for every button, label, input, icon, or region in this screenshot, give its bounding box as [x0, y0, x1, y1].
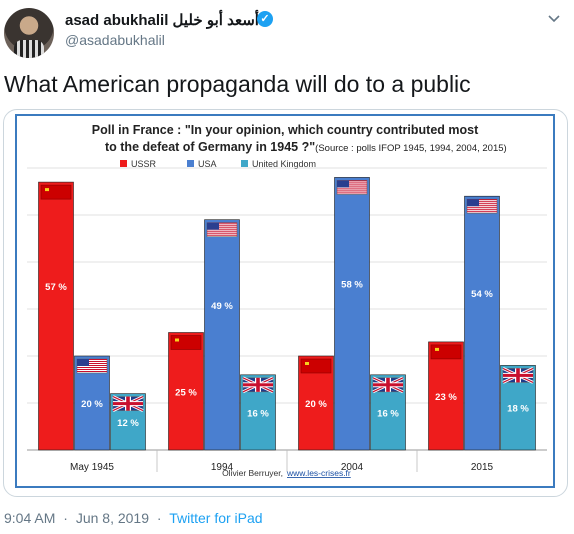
usa-flag-icon: [466, 198, 498, 214]
chart-credit-site: www.les-crises.fr: [286, 468, 351, 478]
legend-label-2: United Kingdom: [252, 159, 316, 169]
bar-value-label: 12 %: [117, 418, 139, 429]
legend-label-1: USA: [198, 159, 217, 169]
bar-value-label: 16 %: [247, 408, 269, 419]
bar-value-label: 54 %: [471, 289, 493, 300]
ussr-flag-icon: [300, 358, 332, 374]
bar-ussr: [168, 332, 204, 451]
bar-usa: [464, 195, 500, 451]
uk-flag-icon: [242, 376, 274, 394]
bar-ussr: [428, 341, 464, 451]
bar-usa: [334, 177, 370, 451]
usa-flag-icon: [76, 358, 108, 374]
media-card[interactable]: Poll in France : "In your opinion, which…: [3, 109, 568, 497]
bar-value-label: 20 %: [305, 399, 327, 410]
tweet-text: What American propaganda will do to a pu…: [4, 71, 471, 97]
tweet-date[interactable]: Jun 8, 2019: [75, 510, 149, 526]
bar-value-label: 16 %: [377, 408, 399, 419]
bar-value-label: 23 %: [435, 392, 457, 403]
bar-ussr: [38, 181, 74, 451]
ussr-flag-icon: [430, 344, 462, 360]
tweet-header: asad abukhalil أسعد أبو خليل ✓ @asadabuk…: [0, 0, 574, 70]
legend-swatch-0: [120, 160, 127, 167]
bar-value-label: 25 %: [175, 387, 197, 398]
bar-usa: [204, 219, 240, 451]
separator: ·: [156, 510, 162, 526]
legend-swatch-2: [241, 160, 248, 167]
verified-badge-icon: ✓: [257, 11, 273, 27]
handle[interactable]: @asadabukhalil: [65, 32, 165, 48]
separator: ·: [63, 510, 68, 526]
tweet-source-link[interactable]: Twitter for iPad: [169, 510, 263, 526]
usa-flag-icon: [336, 180, 368, 195]
poll-bar-chart: Poll in France : "In your opinion, which…: [27, 123, 547, 478]
ussr-flag-icon: [170, 335, 202, 350]
bar-value-label: 58 %: [341, 280, 363, 291]
bar-value-label: 49 %: [211, 301, 233, 312]
uk-flag-icon: [502, 367, 534, 384]
chart-title-source: (Source : polls IFOP 1945, 1994, 2004, 2…: [315, 143, 507, 154]
usa-flag-icon: [206, 222, 238, 237]
bar-value-label: 18 %: [507, 404, 529, 415]
chart-title-line-1: Poll in France : "In your opinion, which…: [92, 123, 479, 137]
chart-title-line-2: to the defeat of Germany in 1945 ?"(Sour…: [105, 140, 507, 154]
bar-value-label: 57 %: [45, 282, 67, 293]
chart-frame: Poll in France : "In your opinion, which…: [15, 114, 555, 488]
avatar[interactable]: [4, 8, 54, 58]
legend-label-0: USSR: [131, 159, 157, 169]
chart-credit-author: Olivier Berruyer,: [222, 468, 283, 478]
legend-swatch-1: [187, 160, 194, 167]
x-tick-label: May 1945: [70, 462, 114, 473]
display-name[interactable]: asad abukhalil أسعد أبو خليل: [65, 12, 259, 29]
x-tick-label: 1994: [211, 462, 234, 473]
ussr-flag-icon: [40, 184, 72, 200]
tweet-time[interactable]: 9:04 AM: [4, 510, 56, 526]
x-tick-label: 2015: [471, 462, 494, 473]
uk-flag-icon: [112, 395, 144, 412]
uk-flag-icon: [372, 376, 404, 394]
chevron-down-icon[interactable]: [547, 12, 561, 26]
tweet-meta: 9:04 AM · Jun 8, 2019 · Twitter for iPad: [4, 510, 263, 526]
chart-title-question: to the defeat of Germany in 1945 ?": [105, 140, 315, 154]
bar-value-label: 20 %: [81, 399, 103, 410]
x-tick-label: 2004: [341, 462, 364, 473]
